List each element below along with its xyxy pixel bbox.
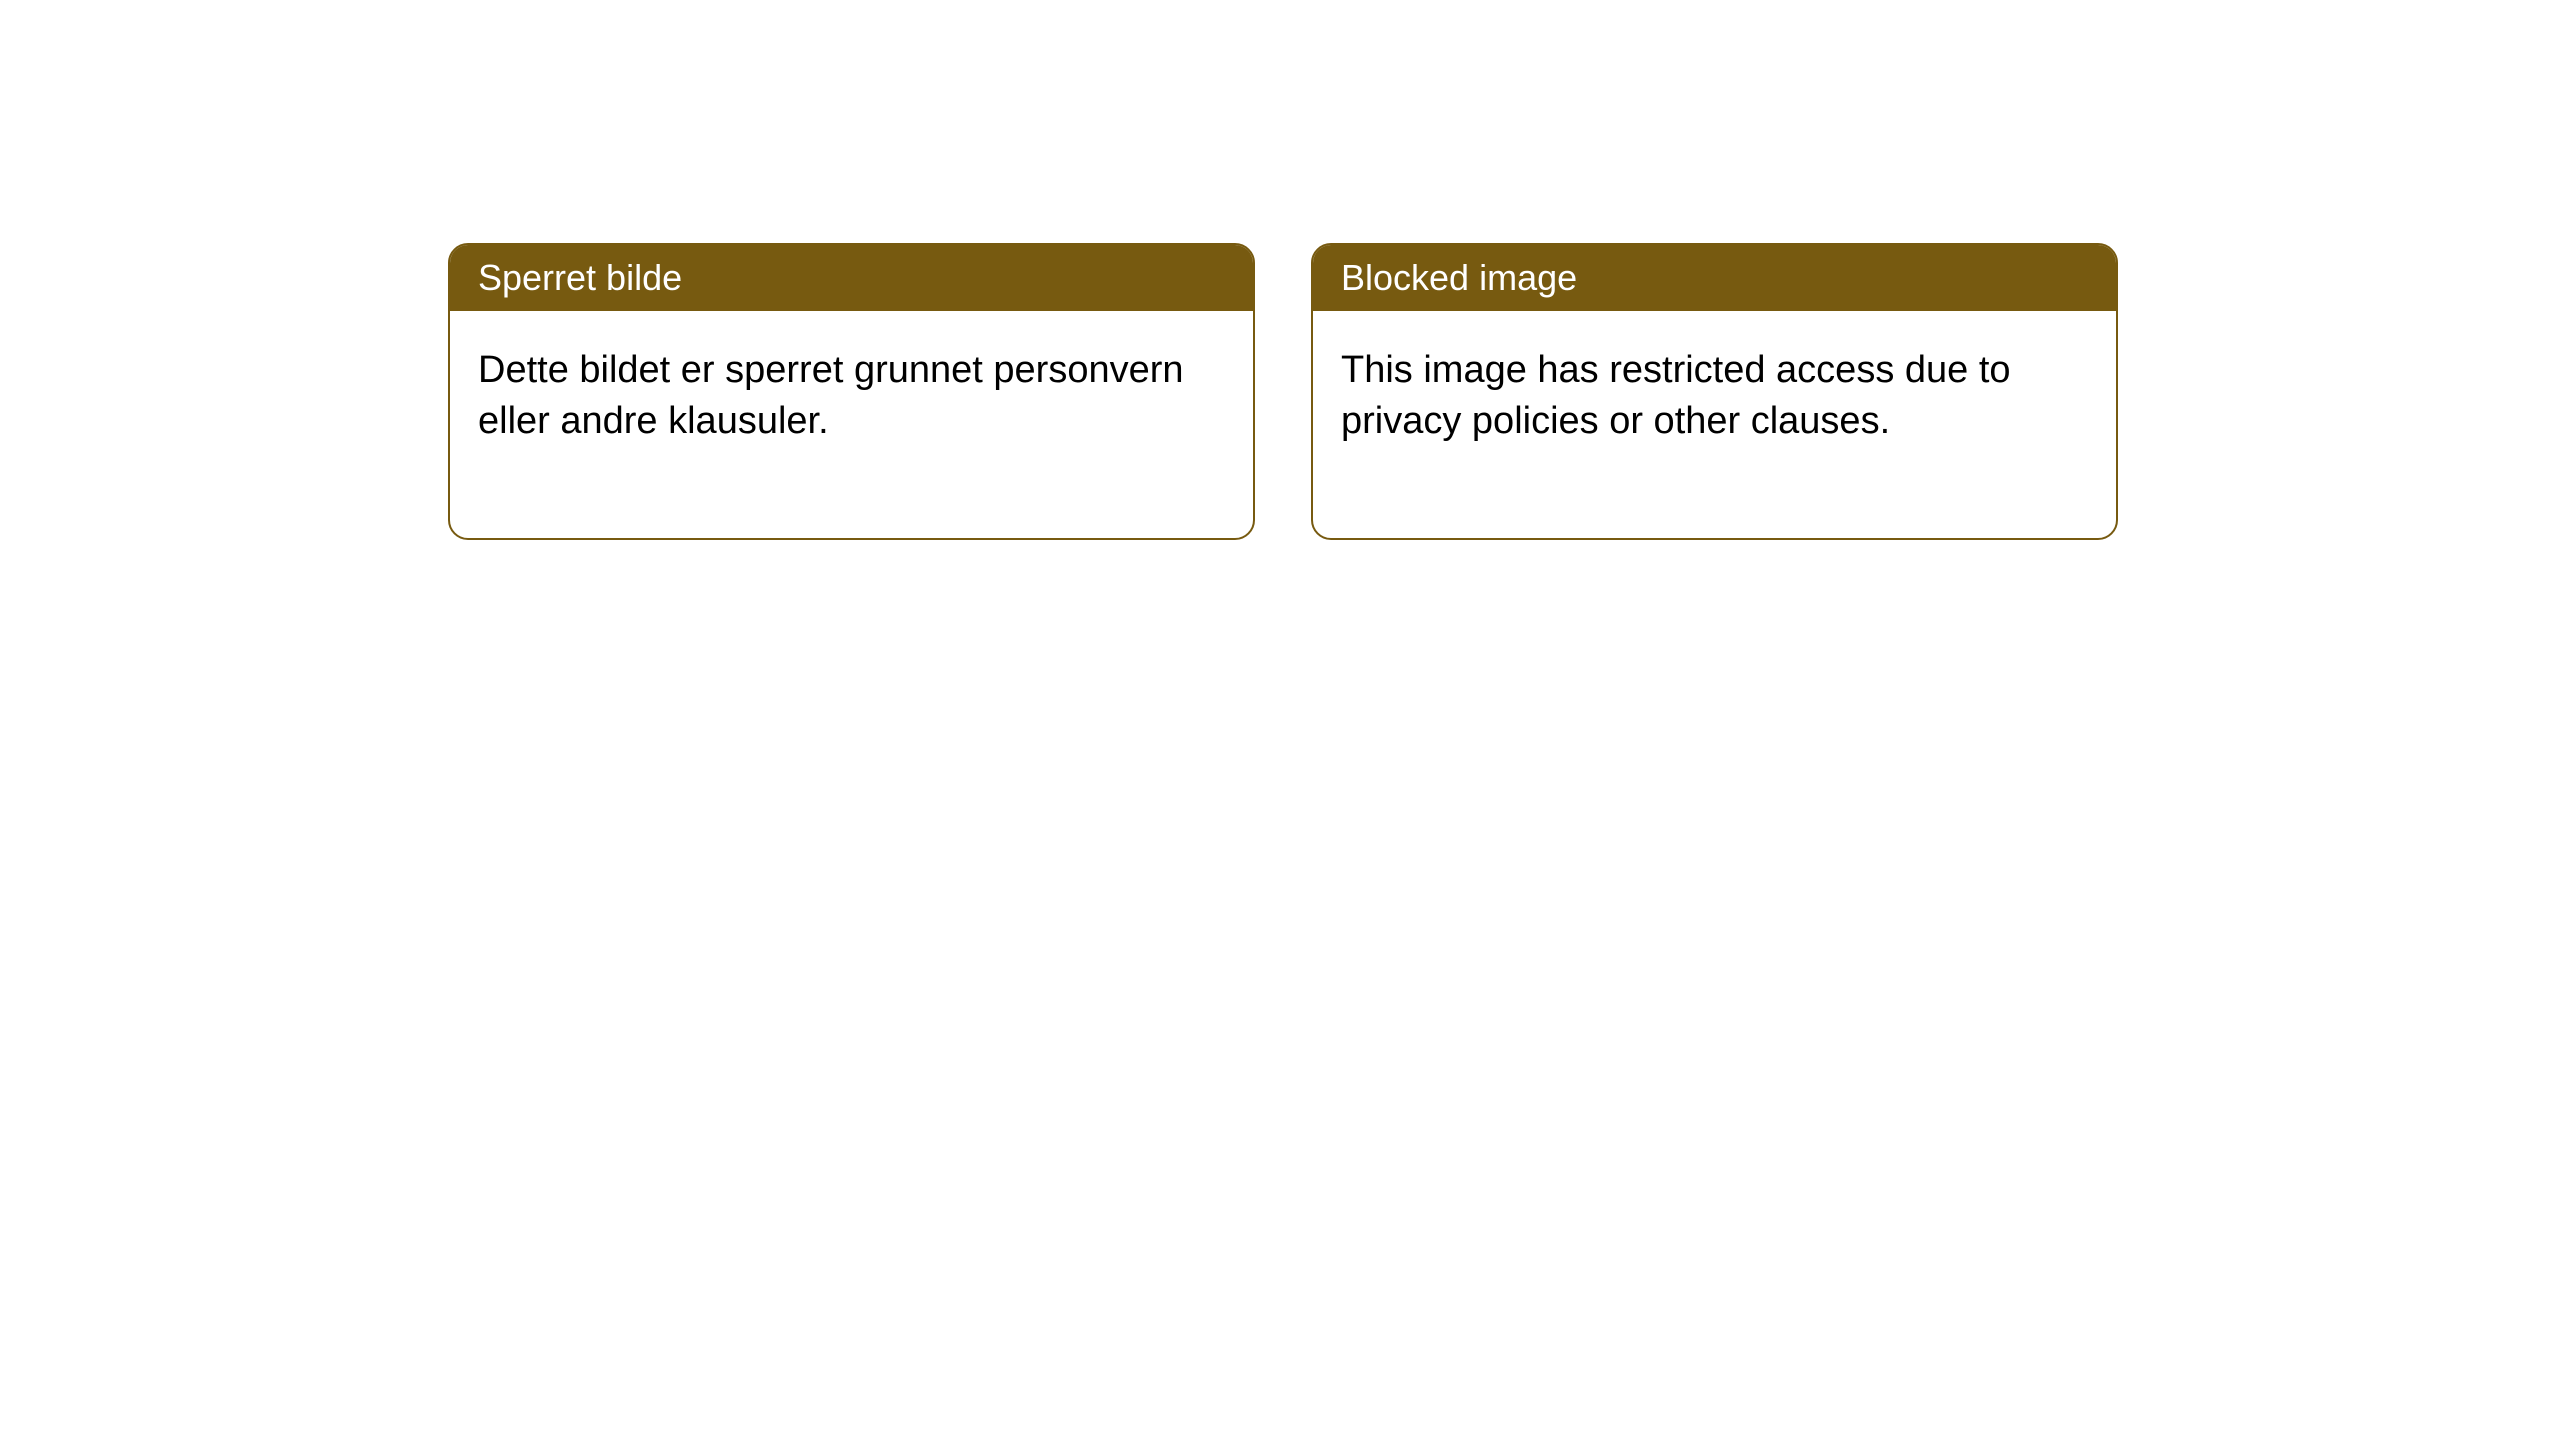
notice-container: Sperret bilde Dette bildet er sperret gr…: [0, 0, 2560, 540]
notice-body: This image has restricted access due to …: [1313, 311, 2116, 538]
notice-title: Sperret bilde: [478, 257, 682, 298]
notice-title: Blocked image: [1341, 257, 1577, 298]
notice-message: This image has restricted access due to …: [1341, 349, 2011, 442]
notice-header: Blocked image: [1313, 245, 2116, 311]
notice-body: Dette bildet er sperret grunnet personve…: [450, 311, 1253, 538]
notice-header: Sperret bilde: [450, 245, 1253, 311]
notice-box-norwegian: Sperret bilde Dette bildet er sperret gr…: [448, 243, 1255, 540]
notice-message: Dette bildet er sperret grunnet personve…: [478, 349, 1184, 442]
notice-box-english: Blocked image This image has restricted …: [1311, 243, 2118, 540]
